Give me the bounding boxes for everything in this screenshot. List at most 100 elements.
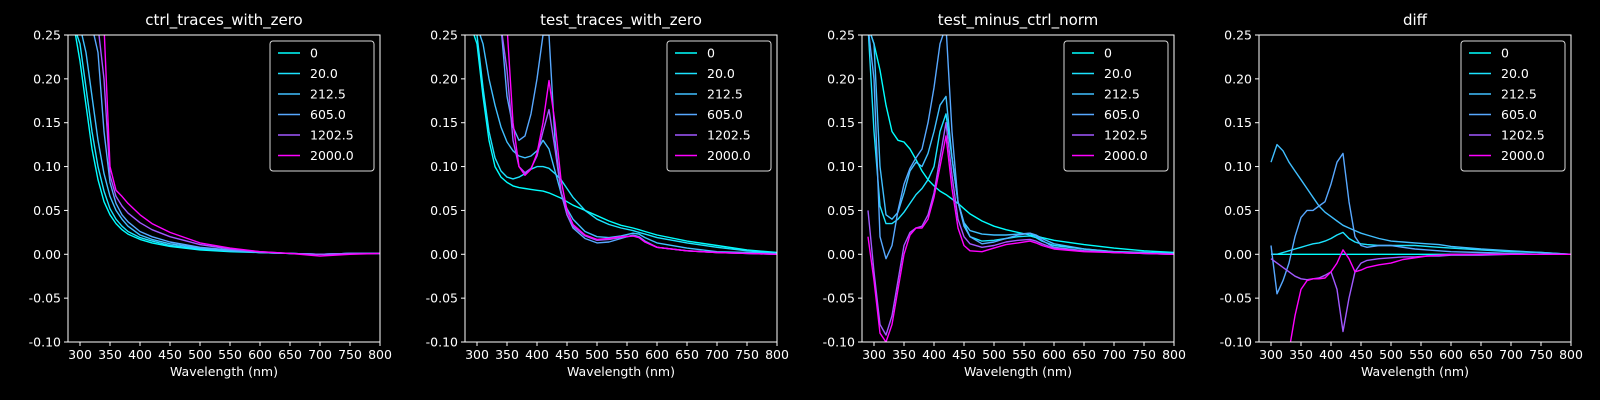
chart-panel-3: 300 350 400 450 500 550 600 650 700 750 800 -0.10 -0… bbox=[823, 11, 1186, 379]
y-tick-label: -0.10 bbox=[1220, 335, 1252, 350]
x-tick-label: 400 bbox=[1319, 347, 1343, 362]
axes-frame bbox=[1258, 34, 1572, 343]
y-tick-label: 0.10 bbox=[827, 159, 855, 174]
y-tick-label: 0.20 bbox=[33, 71, 61, 86]
x-tick-label: 800 bbox=[1559, 347, 1583, 362]
x-tick-label: 750 bbox=[735, 347, 759, 362]
x-tick-label: 550 bbox=[218, 347, 242, 362]
y-tick-label: 0.15 bbox=[33, 115, 61, 130]
y-tick-label: 0.00 bbox=[33, 247, 61, 262]
x-tick-label: 350 bbox=[98, 347, 122, 362]
x-tick-label: 650 bbox=[675, 347, 699, 362]
legend-label: 605.0 bbox=[1501, 107, 1537, 122]
chart-panel-2: 300 350 400 450 500 550 600 650 700 750 800 -0.10 -0… bbox=[426, 11, 789, 379]
legend-label: 605.0 bbox=[310, 107, 346, 122]
x-tick-label: 300 bbox=[1259, 347, 1283, 362]
series-group bbox=[867, 35, 1174, 342]
x-tick-label: 750 bbox=[1529, 347, 1553, 362]
legend-label: 1202.5 bbox=[1104, 128, 1148, 143]
y-tick-label: -0.10 bbox=[426, 335, 458, 350]
y-tick-label: 0.25 bbox=[430, 28, 458, 43]
chart-title: diff bbox=[1403, 11, 1428, 29]
x-tick-label: 300 bbox=[465, 347, 489, 362]
x-axis-label: Wavelength (nm) bbox=[170, 364, 278, 379]
legend-label: 20.0 bbox=[310, 66, 338, 81]
chart-panel-1: 300 350 400 450 500 550 600 650 700 750 800 -0.10 -0… bbox=[29, 11, 392, 379]
axes-frame bbox=[464, 34, 778, 343]
chart-panel-4: 300 350 400 450 500 550 600 650 700 750 800 -0.10 -0… bbox=[1220, 11, 1583, 379]
legend-label: 1202.5 bbox=[1501, 128, 1545, 143]
y-tick-label: -0.05 bbox=[426, 291, 458, 306]
series-group bbox=[1270, 143, 1571, 342]
x-tick-label: 650 bbox=[1072, 347, 1096, 362]
y-tick-label: -0.05 bbox=[1220, 291, 1252, 306]
x-tick-label: 550 bbox=[1409, 347, 1433, 362]
legend-label: 605.0 bbox=[707, 107, 743, 122]
x-tick-label: 500 bbox=[982, 347, 1006, 362]
series-line-212.5 bbox=[479, 35, 777, 255]
chart-title: ctrl_traces_with_zero bbox=[145, 11, 302, 30]
series-line-2000.0 bbox=[1289, 249, 1571, 342]
y-tick-label: -0.05 bbox=[29, 291, 61, 306]
x-tick-label: 500 bbox=[1379, 347, 1403, 362]
legend-label: 0 bbox=[310, 46, 318, 61]
legend-label: 212.5 bbox=[1104, 87, 1140, 102]
y-tick-label: 0.05 bbox=[430, 203, 458, 218]
y-tick-label: 0.25 bbox=[827, 28, 855, 43]
legend-label: 2000.0 bbox=[1104, 148, 1148, 163]
x-tick-label: 700 bbox=[1499, 347, 1523, 362]
legend-label: 605.0 bbox=[1104, 107, 1140, 122]
y-tick-label: 0.05 bbox=[1224, 203, 1252, 218]
y-tick-label: 0.00 bbox=[1224, 247, 1252, 262]
y-tick-label: 0.00 bbox=[827, 247, 855, 262]
legend: 0 20.0 212.5 605.0 1202.5 2000.0 bbox=[1063, 40, 1169, 172]
series-line-1202.5 bbox=[867, 122, 1174, 336]
series-group bbox=[74, 35, 380, 257]
x-tick-label: 400 bbox=[525, 347, 549, 362]
x-tick-label: 350 bbox=[892, 347, 916, 362]
x-tick-label: 550 bbox=[1012, 347, 1036, 362]
legend-label: 2000.0 bbox=[707, 148, 751, 163]
legend-label: 212.5 bbox=[1501, 87, 1537, 102]
y-tick-label: -0.05 bbox=[823, 291, 855, 306]
x-axis-label: Wavelength (nm) bbox=[1361, 364, 1469, 379]
x-tick-label: 650 bbox=[1469, 347, 1493, 362]
series-line-2000.0 bbox=[506, 35, 777, 255]
x-tick-label: 750 bbox=[1132, 347, 1156, 362]
y-tick-label: 0.10 bbox=[430, 159, 458, 174]
legend-label: 1202.5 bbox=[707, 128, 751, 143]
series-line-20.0 bbox=[1271, 231, 1571, 255]
legend-label: 1202.5 bbox=[310, 128, 354, 143]
y-tick-label: 0.25 bbox=[1224, 28, 1252, 43]
series-line-605.0 bbox=[1270, 152, 1571, 295]
series-line-20.0 bbox=[476, 35, 777, 255]
x-tick-label: 600 bbox=[645, 347, 669, 362]
series-line-2000.0 bbox=[867, 135, 1174, 342]
series-line-605.0 bbox=[868, 35, 1174, 260]
legend-label: 2000.0 bbox=[310, 148, 354, 163]
y-tick-label: 0.15 bbox=[430, 115, 458, 130]
x-tick-label: 450 bbox=[952, 347, 976, 362]
legend-label: 0 bbox=[1501, 46, 1509, 61]
x-tick-label: 700 bbox=[705, 347, 729, 362]
y-tick-label: 0.05 bbox=[33, 203, 61, 218]
legend-label: 2000.0 bbox=[1501, 148, 1545, 163]
y-tick-label: 0.15 bbox=[1224, 115, 1252, 130]
y-tick-label: 0.20 bbox=[827, 71, 855, 86]
x-tick-label: 600 bbox=[1042, 347, 1066, 362]
legend-label: 212.5 bbox=[707, 87, 743, 102]
x-tick-label: 450 bbox=[555, 347, 579, 362]
series-line-212.5 bbox=[1270, 143, 1571, 255]
x-tick-label: 300 bbox=[862, 347, 886, 362]
legend-label: 20.0 bbox=[1104, 66, 1132, 81]
y-tick-label: 0.25 bbox=[33, 28, 61, 43]
legend-label: 0 bbox=[707, 46, 715, 61]
legend: 0 20.0 212.5 605.0 1202.5 2000.0 bbox=[269, 40, 375, 172]
x-tick-label: 450 bbox=[1349, 347, 1373, 362]
chart-title: test_traces_with_zero bbox=[540, 11, 702, 30]
x-tick-label: 400 bbox=[128, 347, 152, 362]
y-tick-label: -0.10 bbox=[823, 335, 855, 350]
x-tick-label: 400 bbox=[922, 347, 946, 362]
y-tick-label: 0.10 bbox=[1224, 159, 1252, 174]
x-tick-label: 550 bbox=[615, 347, 639, 362]
